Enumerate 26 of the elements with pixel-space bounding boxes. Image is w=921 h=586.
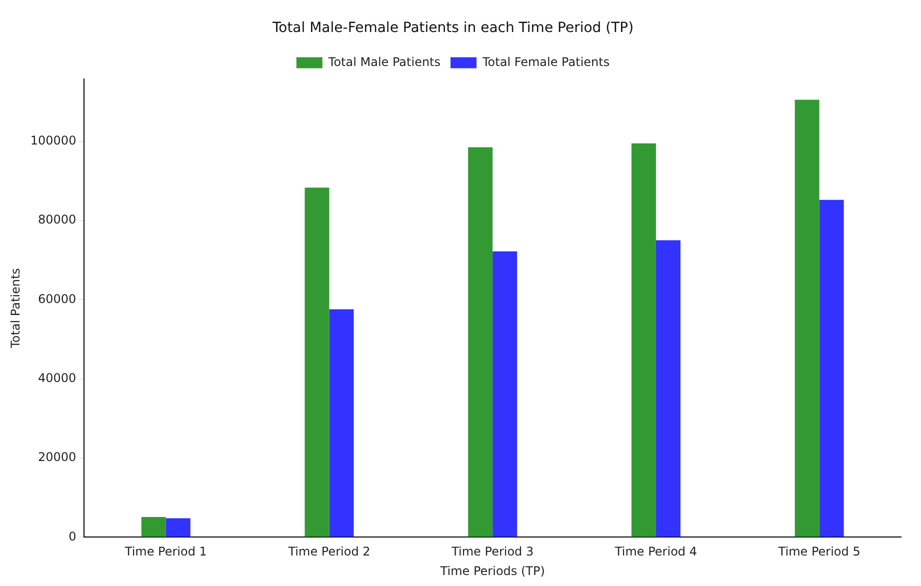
- y-tick-label: 20000: [38, 450, 76, 464]
- bar: [492, 251, 518, 537]
- bar: [329, 309, 354, 537]
- x-axis-title: Time Periods (TP): [439, 564, 545, 578]
- y-tick-label: 40000: [38, 370, 76, 385]
- bar: [166, 518, 190, 537]
- legend-label: Total Male Patients: [327, 54, 441, 69]
- chart-title: Total Male-Female Patients in each Time Period (TP): [271, 20, 634, 36]
- bar: [631, 143, 656, 537]
- x-tick-label: Time Period 3: [450, 544, 534, 559]
- x-tick-label: Time Period 1: [124, 544, 207, 559]
- y-axis-title: Total Patients: [8, 268, 22, 349]
- bar: [819, 200, 844, 537]
- bar: [141, 517, 166, 537]
- bar: [794, 100, 820, 537]
- legend-label: Total Female Patients: [482, 54, 610, 69]
- bar: [468, 147, 493, 537]
- y-tick-label: 100000: [30, 133, 76, 148]
- y-tick-label: 0: [68, 529, 76, 544]
- x-tick-label: Time Period 2: [287, 544, 370, 559]
- y-tick-label: 60000: [38, 292, 76, 306]
- bar: [656, 240, 680, 537]
- x-tick-label: Time Period 5: [777, 544, 860, 559]
- x-tick-label: Time Period 4: [614, 544, 697, 559]
- bar: [304, 188, 330, 537]
- y-tick-label: 80000: [38, 212, 76, 227]
